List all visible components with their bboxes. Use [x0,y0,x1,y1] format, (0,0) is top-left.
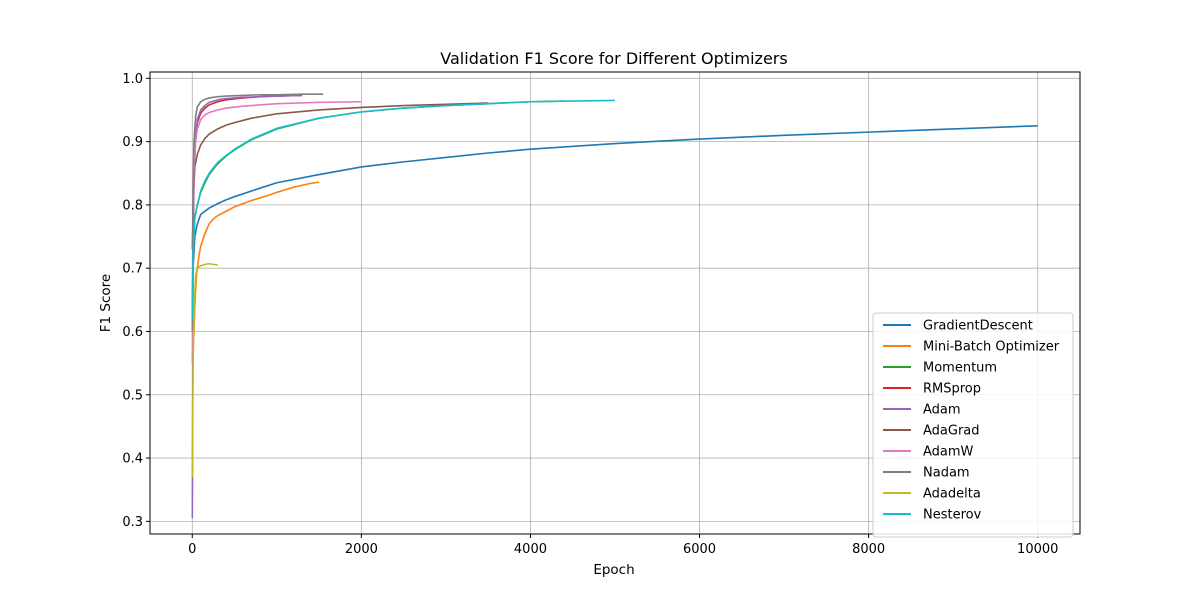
legend-label-adam: Adam [923,403,961,418]
x-tick-label: 2000 [345,542,378,557]
y-tick-label: 0.4 [122,452,143,467]
legend-label-nadam: Nadam [923,466,970,481]
y-tick-label: 0.3 [122,515,143,530]
series-line-nesterov [191,99,616,319]
legend-label-rmsprop: RMSprop [923,382,981,397]
chart-title: Validation F1 Score for Different Optimi… [440,49,787,68]
legend-label-momentum: Momentum [923,361,997,376]
x-tick-label: 8000 [852,542,885,557]
y-tick-label: 0.7 [122,262,143,277]
legend-label-nesterov: Nesterov [923,508,982,523]
legend-label-adadelta: Adadelta [923,487,981,502]
plot-frame [149,71,1081,535]
series-lines [191,93,1038,519]
series-line-gradientdescent [191,124,1038,319]
x-tick-label: 6000 [683,542,716,557]
legend: GradientDescent Mini-Batch Optimizer Momen… [872,312,1074,538]
legend-label-gradientdescent: GradientDescent [923,319,1033,334]
legend-label-adamw: AdamW [923,445,974,460]
y-tick-label: 0.6 [122,325,143,340]
series-line-nadam [191,93,324,332]
legend-label-mini-batch-optimizer: Mini-Batch Optimizer [923,340,1060,355]
axis-ticks: 0 2000 4000 6000 8000 10000 0.3 0.4 0.5 0.6 0.7 0.8… [122,72,1058,557]
series-line-adagrad [191,102,489,250]
series-line-adamw [191,100,362,364]
y-tick-label: 1.0 [122,72,143,87]
x-axis-label: Epoch [593,562,634,578]
series-line-adadelta [191,262,218,478]
x-tick-label: 4000 [514,542,547,557]
x-tick-label: 10000 [1017,542,1058,557]
y-tick-label: 0.5 [122,388,143,403]
y-tick-label: 0.9 [122,135,143,150]
x-tick-label: 0 [188,542,196,557]
legend-label-adagrad: AdaGrad [923,424,980,439]
y-tick-label: 0.8 [122,198,143,213]
y-axis-label: F1 Score [98,274,114,332]
legend-box [872,312,1074,538]
